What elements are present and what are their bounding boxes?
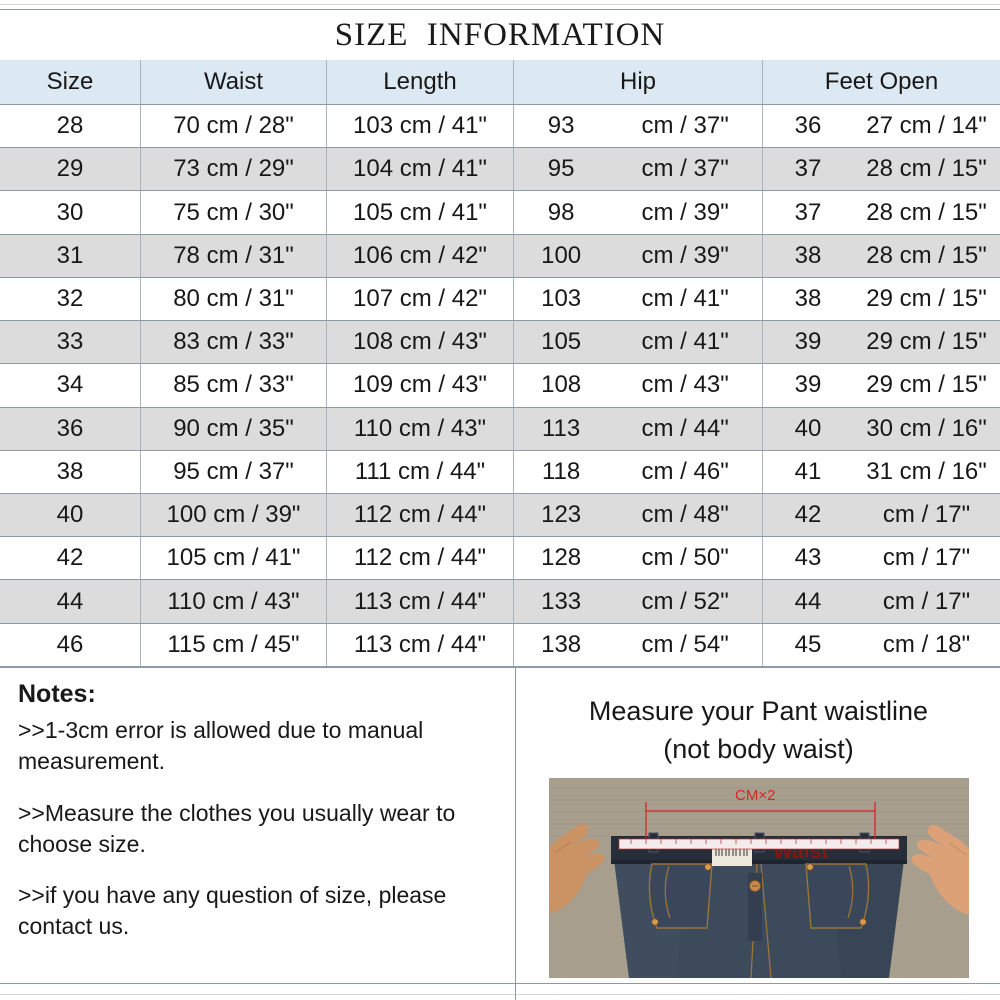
svg-text:CM×2: CM×2 [735, 787, 775, 804]
